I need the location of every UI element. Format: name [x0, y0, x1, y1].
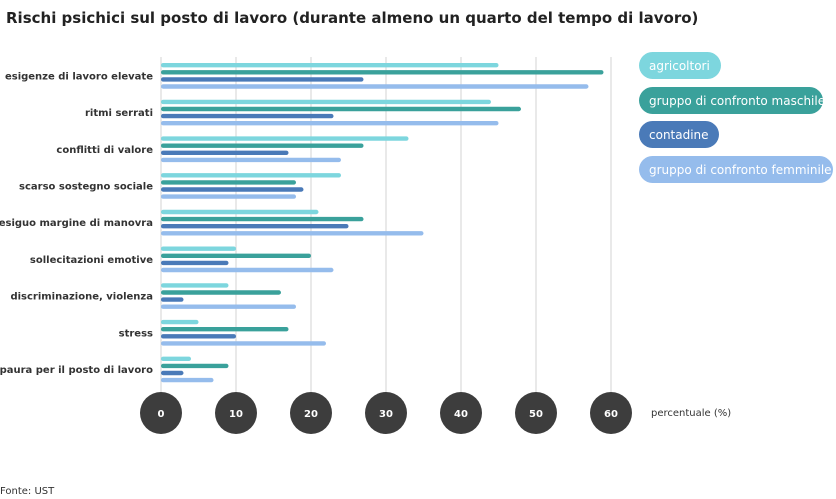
category-label-5: esiguo margine di manovra	[0, 218, 153, 229]
category-label-3: conflitti di valore	[56, 145, 153, 156]
bar-7-1	[161, 283, 229, 288]
bar-6-2	[161, 253, 311, 258]
bar-1-4	[161, 84, 589, 89]
bar-2-1	[161, 99, 491, 105]
category-label-4: scarso sostegno sociale	[19, 181, 153, 192]
bar-8-4	[161, 341, 326, 346]
bar-6-1	[161, 246, 236, 251]
legend-pill-2	[639, 87, 823, 114]
tick-label-10: 10	[229, 409, 243, 420]
bar-7-2	[161, 290, 281, 295]
legend-label-3: contadine	[649, 128, 709, 142]
bar-3-1	[161, 136, 409, 141]
category-label-9: paura per il posto di lavoro	[0, 365, 153, 376]
tick-bubble-40	[440, 392, 482, 434]
chart-title: Rischi psichici sul posto di lavoro (dur…	[6, 9, 699, 27]
bar-4-3	[161, 187, 304, 192]
bar-3-2	[161, 143, 364, 148]
bar-7-4	[161, 304, 296, 309]
source-note: Fonte: UST	[0, 486, 55, 497]
legend-pill-4	[639, 156, 833, 183]
tick-bubble-50	[515, 392, 557, 434]
tick-label-50: 50	[529, 409, 543, 420]
bar-1-1	[161, 63, 499, 68]
bar-4-2	[161, 180, 296, 185]
category-label-6: sollecitazioni emotive	[30, 255, 153, 266]
bar-1-2	[161, 70, 604, 75]
tick-bubble-60	[590, 392, 632, 434]
bar-5-4	[161, 231, 424, 236]
bar-9-4	[161, 377, 214, 383]
bar-3-3	[161, 150, 289, 155]
bar-7-3	[161, 297, 184, 302]
tick-bubble-0	[140, 392, 182, 434]
category-label-8: stress	[119, 328, 153, 339]
bar-4-1	[161, 173, 341, 178]
bar-6-3	[161, 260, 229, 266]
bar-8-3	[161, 334, 236, 339]
bar-9-1	[161, 356, 191, 361]
bar-6-4	[161, 267, 334, 273]
tick-bubble-20	[290, 392, 332, 434]
tick-bubble-30	[365, 392, 407, 434]
tick-label-0: 0	[158, 409, 165, 420]
bar-5-1	[161, 209, 319, 215]
bar-8-2	[161, 327, 289, 332]
tick-bubble-10	[215, 392, 257, 434]
bar-5-3	[161, 224, 349, 229]
bar-2-4	[161, 121, 499, 126]
tick-label-30: 30	[379, 409, 393, 420]
tick-label-60: 60	[604, 409, 618, 420]
bar-2-2	[161, 106, 521, 112]
x-axis-title: percentuale (%)	[651, 408, 731, 419]
bar-9-2	[161, 363, 229, 369]
category-labels: esigenze di lavoro elevate ritmi serrati c…	[0, 71, 153, 376]
bar-9-3	[161, 370, 184, 376]
legend-label-2: gruppo di confronto maschile	[649, 94, 825, 108]
legend-label-4: gruppo di confronto femminile	[649, 163, 832, 177]
x-axis-ticks: 0 10 20 30 40 50 60	[140, 392, 632, 434]
category-label-2: ritmi serrati	[85, 108, 153, 119]
bar-1-3	[161, 77, 364, 82]
bar-2-3	[161, 113, 334, 119]
tick-label-40: 40	[454, 409, 468, 420]
tick-label-20: 20	[304, 409, 318, 420]
bar-5-2	[161, 216, 364, 222]
bar-4-4	[161, 194, 296, 199]
category-label-1: esigenze di lavoro elevate	[5, 71, 153, 82]
category-label-7: discriminazione, violenza	[10, 292, 153, 303]
legend-pill-1	[639, 52, 721, 79]
legend-pill-3	[639, 121, 719, 148]
legend: agricoltori gruppo di confronto maschile c…	[639, 52, 833, 183]
bar-8-1	[161, 319, 199, 325]
bars	[161, 63, 604, 383]
legend-label-1: agricoltori	[649, 59, 710, 73]
bar-3-4	[161, 157, 341, 163]
